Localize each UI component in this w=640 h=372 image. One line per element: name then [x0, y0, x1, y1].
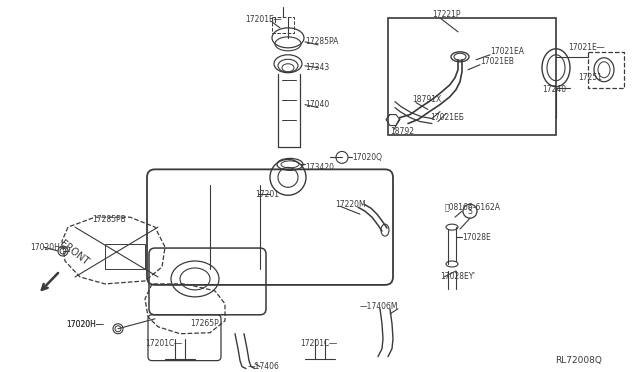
Text: 17020H―: 17020H―: [66, 320, 104, 329]
Text: FRONT: FRONT: [58, 238, 90, 267]
Text: 17028EƳ: 17028EƳ: [440, 272, 474, 282]
Text: 17251: 17251: [578, 73, 602, 82]
Text: 17021EБ: 17021EБ: [430, 113, 464, 122]
Text: 17285PA: 17285PA: [305, 37, 339, 46]
Text: 17265P: 17265P: [190, 319, 219, 328]
Text: —17406: —17406: [248, 362, 280, 371]
Text: 17020Q: 17020Q: [352, 153, 382, 162]
Text: S: S: [468, 207, 472, 216]
Text: 17040: 17040: [305, 100, 329, 109]
Text: 17021E―: 17021E―: [568, 43, 604, 52]
Text: 18791X: 18791X: [412, 95, 441, 104]
Text: 17201E―: 17201E―: [245, 15, 282, 25]
Text: 17020H―: 17020H―: [30, 243, 67, 251]
Text: 17343: 17343: [305, 63, 329, 72]
Text: 17201: 17201: [255, 190, 279, 199]
Text: 173420: 173420: [305, 163, 334, 172]
Text: 17020H―: 17020H―: [66, 320, 104, 329]
Text: 17028E: 17028E: [462, 232, 491, 241]
Text: 17240: 17240: [542, 85, 566, 94]
Text: 17021EB: 17021EB: [480, 57, 514, 66]
Text: 17221P: 17221P: [432, 10, 461, 19]
Text: RL72008Q: RL72008Q: [555, 356, 602, 365]
Bar: [588, 52, 624, 88]
Text: Ⓝ08166-6162A: Ⓝ08166-6162A: [445, 203, 501, 212]
Text: 18792: 18792: [390, 127, 414, 136]
Text: 17201C―: 17201C―: [300, 339, 337, 348]
Text: —17406M: —17406M: [360, 302, 399, 311]
Bar: [272, 17, 294, 33]
Bar: [105, 244, 145, 269]
Text: 17201C―: 17201C―: [145, 339, 182, 348]
Bar: [388, 18, 556, 135]
Text: 17220M: 17220M: [335, 200, 365, 209]
Text: 17285PB: 17285PB: [92, 215, 125, 224]
Text: 17021EA: 17021EA: [490, 47, 524, 56]
